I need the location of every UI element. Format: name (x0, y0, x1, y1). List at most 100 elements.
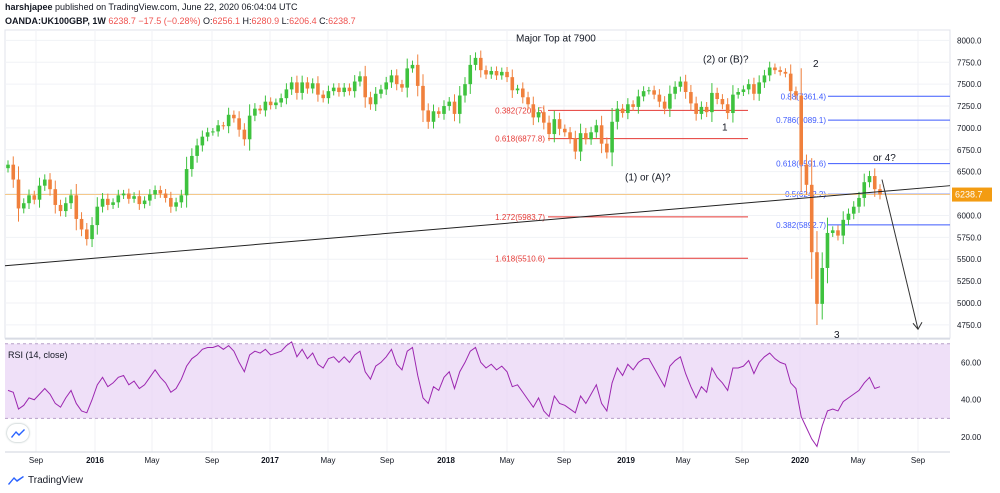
candle-body (295, 82, 299, 93)
publish-date: published on TradingView.com, June 22, 2… (55, 2, 298, 12)
candle-body (342, 87, 346, 93)
candle-body (778, 70, 782, 72)
candle-body (547, 122, 551, 135)
candle-body (515, 88, 520, 91)
price-tick-label: 6000.0 (957, 211, 982, 220)
wave-label: (1) or (A)? (625, 172, 671, 183)
candle-body (331, 87, 336, 92)
candle-body (536, 112, 541, 118)
candle-body (599, 125, 604, 144)
candle-body (526, 97, 530, 105)
time-tick-label: Sep (380, 456, 395, 465)
candle-body (542, 112, 546, 123)
price-tick-label: 5000.0 (957, 299, 982, 308)
candle-body (699, 106, 704, 114)
price-tick-label: 7500.0 (957, 80, 982, 89)
candle-body (153, 190, 157, 195)
wave-label: or 4? (873, 153, 896, 164)
price-tick-label: 5750.0 (957, 233, 982, 242)
price-tick-label: 7250.0 (957, 102, 982, 111)
candle-body (142, 200, 147, 205)
candle-body (263, 101, 268, 111)
candle-body (510, 77, 515, 91)
candle-body (804, 164, 809, 185)
candle-body (689, 92, 693, 104)
price-pane-frame (4, 29, 951, 339)
time-tick-label: Sep (205, 456, 220, 465)
wave-label: 2 (813, 59, 819, 70)
candle-body (657, 94, 662, 102)
candle-body (757, 82, 761, 94)
candle-body (794, 91, 798, 96)
candle-body (389, 75, 394, 83)
candle-body (867, 176, 872, 183)
tradingview-logo-icon (8, 476, 24, 485)
candle-body (321, 94, 325, 99)
time-tick-label: 2017 (261, 456, 279, 465)
candle-body (662, 101, 667, 109)
symbol-label: OANDA:UK100GBP, 1W (5, 16, 106, 26)
candle-body (841, 219, 846, 236)
tradingview-badge-icon[interactable] (7, 424, 29, 442)
candle-body (809, 184, 814, 253)
wave-annotations: Major Top at 7900 (2) or (B)? 2 1 (1) or (A)… (516, 33, 896, 341)
candle-body (27, 195, 31, 204)
candle-body (589, 132, 593, 140)
candle-body (247, 115, 252, 140)
candle-body (279, 98, 283, 103)
candle-body (158, 190, 163, 194)
candle-body (715, 92, 719, 100)
fib-red-label: 0.618(6877.8) (495, 135, 545, 144)
candle-body (284, 89, 289, 99)
trendline[interactable] (4, 185, 951, 267)
candle-body (316, 83, 320, 95)
candle-body (11, 164, 16, 180)
candle-body (379, 89, 383, 94)
candle-body (741, 89, 746, 93)
time-axis[interactable]: Sep 2016 May Sep 2017 May Sep 2018 May Sep 2019 May… (5, 451, 950, 465)
candle-body (100, 198, 105, 207)
fib-blue-label: 0.88(7361.4) (781, 92, 827, 101)
arrow-head (912, 321, 923, 331)
candle-body (368, 97, 373, 105)
candle-body (673, 86, 677, 94)
candle-body (21, 203, 26, 209)
candle-body (573, 138, 578, 152)
candle-body (16, 179, 21, 209)
candle-body (95, 206, 100, 226)
candle-body (63, 203, 68, 212)
candle-body (815, 252, 819, 304)
candle-body (305, 82, 310, 89)
candle-body (74, 195, 79, 219)
candle-body (820, 267, 825, 304)
candle-body (226, 114, 231, 127)
candle-body (746, 84, 751, 90)
candle-body (704, 106, 709, 113)
candle-body (615, 108, 620, 122)
candle-body (773, 67, 777, 71)
time-tick-label: May (499, 456, 514, 465)
price-tick-label: 7000.0 (957, 124, 982, 133)
price-tag-bg (952, 187, 992, 202)
candle-body (447, 101, 452, 107)
candle-body (594, 125, 599, 133)
rsi-title: RSI (14, close) (8, 350, 68, 360)
candle-body (326, 91, 331, 99)
low-value: 6206.4 (289, 16, 317, 26)
price-change: −17.5 (−0.28%) (138, 16, 201, 26)
brand-name: TradingView (28, 475, 84, 486)
price-axis[interactable]: 8000.0 7750.0 7500.0 7250.0 7000.0 6750.0 6500… (957, 36, 982, 329)
candle-body (463, 84, 467, 96)
candle-body (610, 121, 614, 153)
fib-blue-label: 0.382(5892.7) (776, 221, 826, 230)
candle-body (106, 198, 110, 205)
time-tick-label: Sep (29, 456, 44, 465)
candle-body (725, 104, 730, 114)
projection-arrow[interactable] (881, 179, 923, 331)
candle-body (48, 179, 52, 190)
time-tick-label: 2018 (437, 456, 455, 465)
candle-body (174, 202, 178, 207)
ohlc-legend: OANDA:UK100GBP, 1W 6238.7 −17.5 (−0.28%)… (5, 16, 356, 26)
candle-body (489, 71, 494, 75)
